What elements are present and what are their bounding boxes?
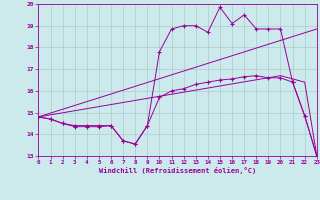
X-axis label: Windchill (Refroidissement éolien,°C): Windchill (Refroidissement éolien,°C) (99, 167, 256, 174)
